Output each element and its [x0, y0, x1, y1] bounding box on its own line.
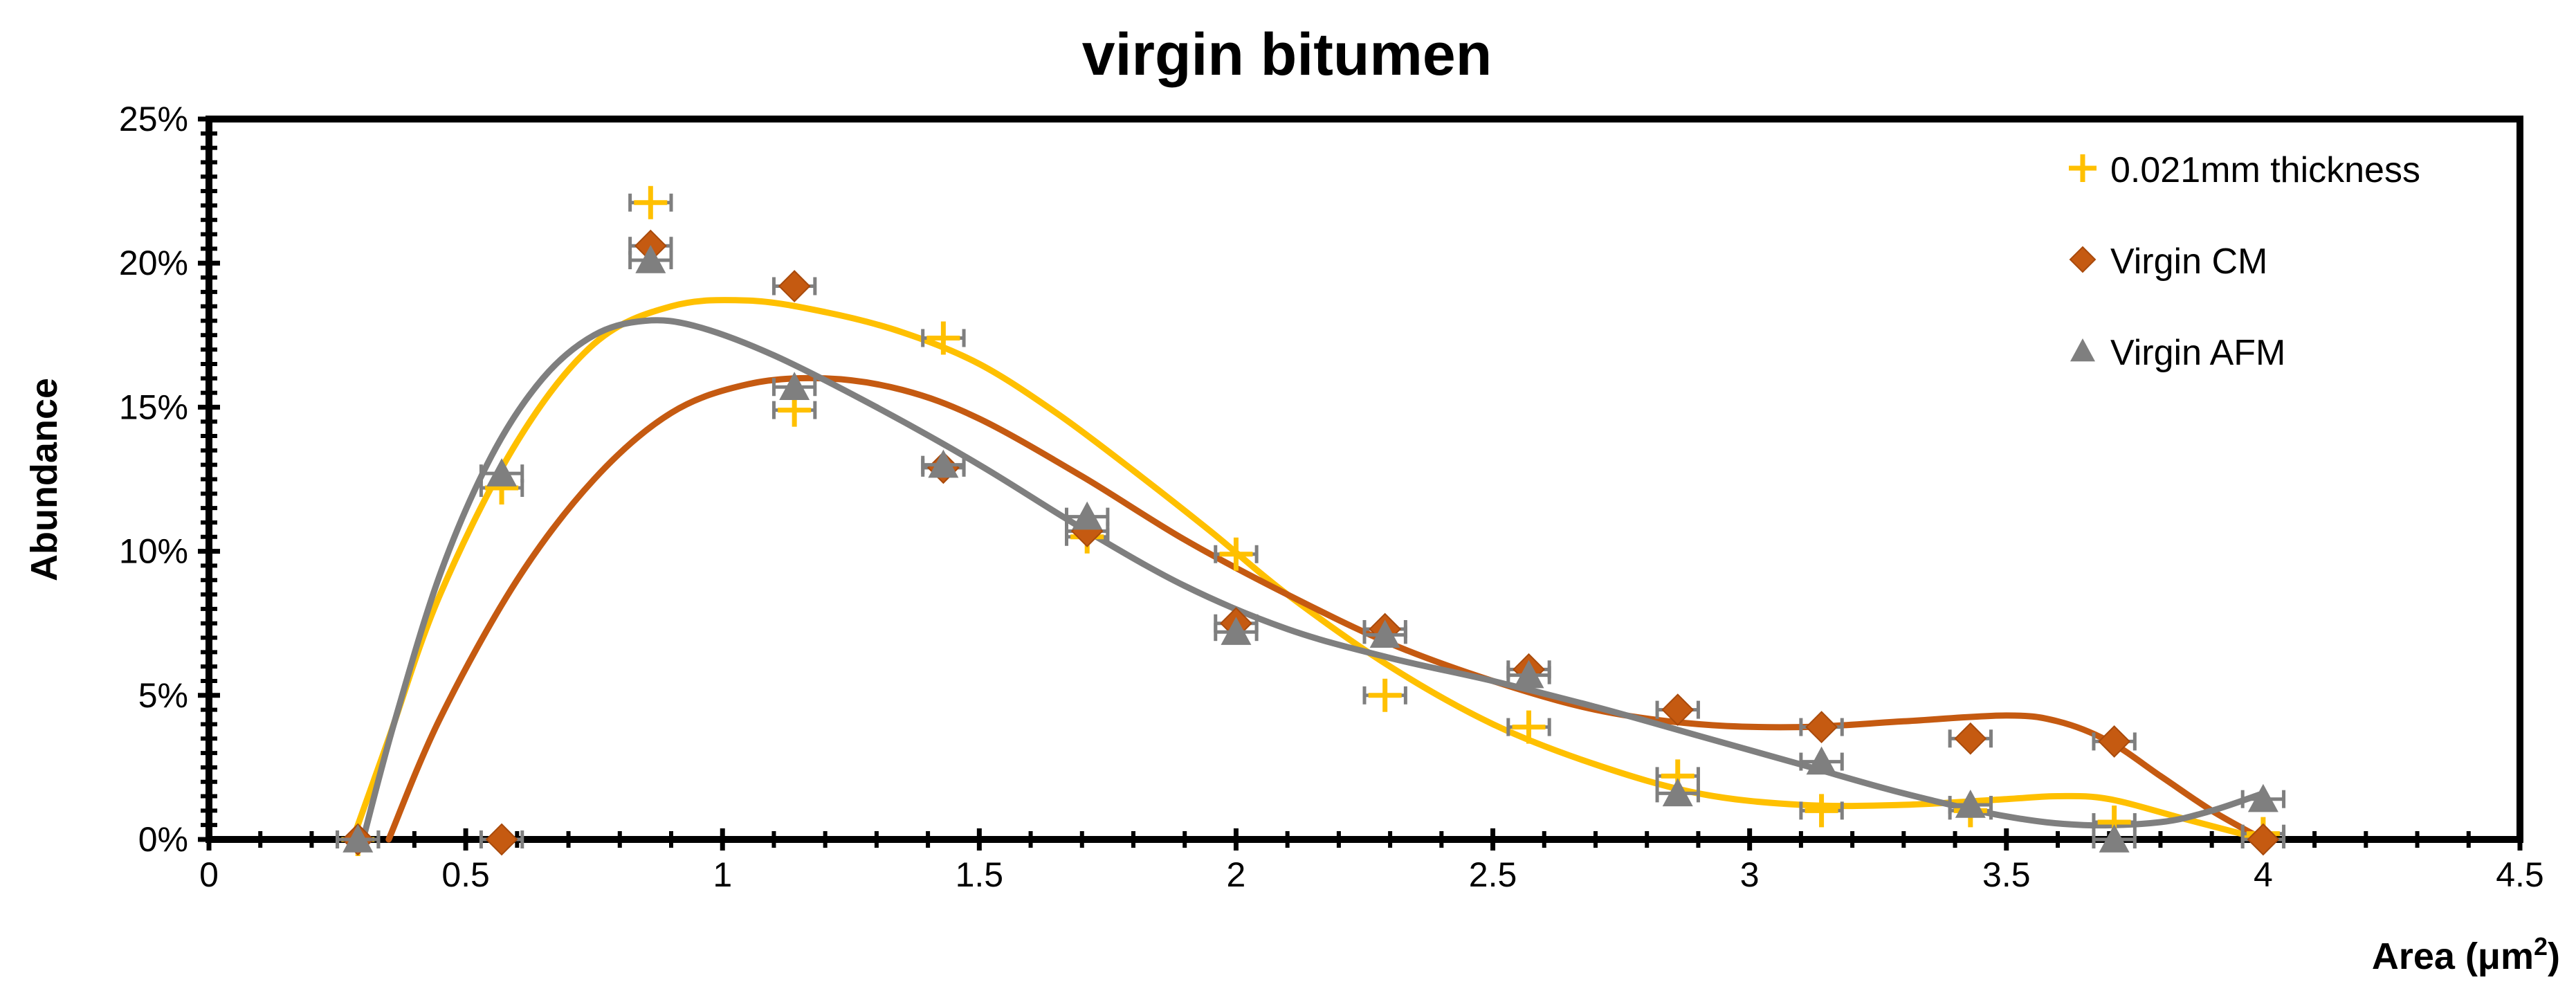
- legend-marker: [2069, 154, 2097, 182]
- data-point: [1806, 746, 1837, 775]
- data-point: [1955, 790, 1986, 818]
- y-tick-label: 15%: [119, 388, 188, 426]
- y-tick-label: 10%: [119, 532, 188, 571]
- plot-area: 0 0.5 1 1.5 2 2.5 3 3.5 4 4.5 0% 5% 10% 15% 20% 25%: [119, 100, 2544, 894]
- x-tick-label: 1.5: [956, 855, 1004, 894]
- data-point: [1072, 501, 1103, 530]
- data-point: [342, 824, 374, 853]
- data-point: [2099, 824, 2130, 853]
- data-point: [634, 185, 668, 219]
- data-point: [1512, 710, 1546, 744]
- x-tick-label: 1: [713, 855, 732, 894]
- data-point: [1954, 722, 1987, 755]
- chart-title: virgin bitumen: [1082, 21, 1492, 88]
- data-point: [1219, 537, 1253, 571]
- x-tick-label: 3.5: [1982, 855, 2031, 894]
- x-axis-label-superscript: 2: [2534, 932, 2548, 961]
- data-point: [779, 372, 810, 400]
- data-point: [926, 321, 960, 355]
- x-tick-label: 4.5: [2496, 855, 2544, 894]
- data-point: [1661, 693, 1695, 727]
- x-axis-label-main: Area (μm: [2372, 936, 2534, 977]
- data-point: [486, 458, 518, 487]
- data-point: [485, 823, 518, 856]
- data-point: [778, 270, 811, 302]
- fit-line-1: [385, 374, 2267, 843]
- y-tick-label: 0%: [138, 820, 188, 859]
- x-tick-label: 2.5: [1469, 855, 1517, 894]
- data-point: [1368, 678, 1402, 712]
- data-point: [2247, 823, 2280, 856]
- data-point: [1805, 794, 1838, 828]
- legend-label: 0.021mm thickness: [2110, 150, 2420, 190]
- data-point: [1221, 617, 1252, 645]
- x-tick-label: 4: [2254, 855, 2273, 894]
- fit-line-2: [360, 317, 2267, 843]
- x-axis-label-end: ): [2548, 936, 2560, 977]
- data-point: [1513, 660, 1544, 689]
- x-tick-label: 3: [1740, 855, 1760, 894]
- y-tick-label: 25%: [119, 100, 188, 138]
- data-point: [2247, 783, 2278, 812]
- legend-label: Virgin CM: [2110, 242, 2267, 282]
- legend-marker: [2069, 246, 2097, 273]
- data-point: [928, 449, 959, 478]
- y-tick-label: 20%: [119, 244, 188, 282]
- data-point: [1662, 778, 1693, 807]
- legend: 0.021mm thickness Virgin CM Virgin AFM: [2069, 150, 2420, 373]
- data-point: [635, 245, 666, 273]
- y-axis-label: Abundance: [24, 378, 65, 581]
- legend-marker: [2070, 338, 2095, 362]
- x-tick-label: 0: [199, 855, 219, 894]
- x-tick-label: 0.5: [441, 855, 490, 894]
- data-point: [1369, 619, 1400, 648]
- data-point: [2098, 725, 2131, 758]
- legend-label: Virgin AFM: [2110, 333, 2285, 373]
- x-axis-label: Area (μm2): [2372, 932, 2560, 977]
- data-point: [1805, 711, 1838, 744]
- x-tick-label: 2: [1227, 855, 1246, 894]
- y-tick-label: 5%: [138, 676, 188, 715]
